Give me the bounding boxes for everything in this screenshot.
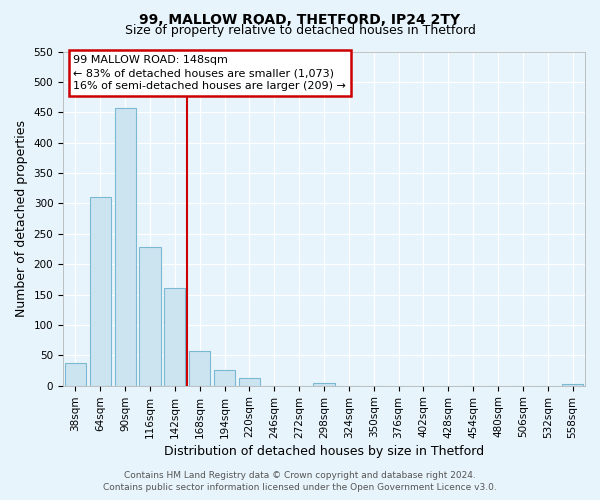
Bar [164, 288, 185, 386]
Text: Contains HM Land Registry data © Crown copyright and database right 2024.
Contai: Contains HM Land Registry data © Crown c… [103, 471, 497, 492]
Bar [115, 108, 136, 386]
Bar [139, 246, 161, 386]
Bar [562, 384, 583, 386]
Bar [65, 362, 86, 386]
Text: 99 MALLOW ROAD: 148sqm
← 83% of detached houses are smaller (1,073)
16% of semi-: 99 MALLOW ROAD: 148sqm ← 83% of detached… [73, 55, 346, 91]
Bar [189, 351, 210, 386]
Text: Size of property relative to detached houses in Thetford: Size of property relative to detached ho… [125, 24, 475, 37]
Y-axis label: Number of detached properties: Number of detached properties [15, 120, 28, 317]
X-axis label: Distribution of detached houses by size in Thetford: Distribution of detached houses by size … [164, 444, 484, 458]
Bar [239, 378, 260, 386]
Bar [313, 384, 335, 386]
Text: 99, MALLOW ROAD, THETFORD, IP24 2TY: 99, MALLOW ROAD, THETFORD, IP24 2TY [139, 12, 461, 26]
Bar [214, 370, 235, 386]
Bar [90, 196, 111, 386]
